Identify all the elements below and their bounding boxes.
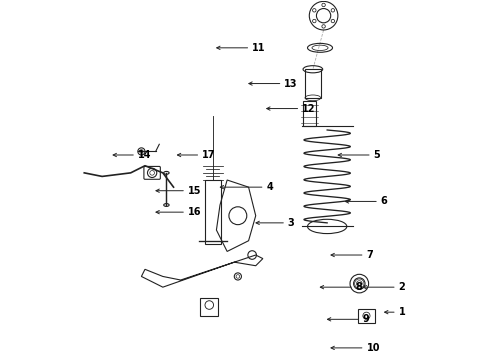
Bar bbox=[200, 298, 218, 316]
Bar bbox=[205, 180, 220, 244]
Text: 9: 9 bbox=[363, 314, 369, 324]
Bar bbox=[305, 69, 321, 98]
Text: 4: 4 bbox=[267, 182, 273, 192]
Text: 11: 11 bbox=[252, 43, 266, 53]
Bar bbox=[358, 309, 375, 323]
Text: 1: 1 bbox=[398, 307, 405, 317]
Bar bbox=[303, 102, 316, 126]
Text: 5: 5 bbox=[373, 150, 380, 160]
Text: 17: 17 bbox=[202, 150, 216, 160]
Text: 16: 16 bbox=[188, 207, 201, 217]
Text: 2: 2 bbox=[398, 282, 405, 292]
Text: 3: 3 bbox=[288, 218, 294, 228]
Text: 8: 8 bbox=[356, 282, 363, 292]
Text: 10: 10 bbox=[367, 343, 380, 353]
Text: 13: 13 bbox=[284, 78, 298, 89]
Text: 12: 12 bbox=[302, 104, 316, 113]
Text: 15: 15 bbox=[188, 186, 201, 196]
Text: 6: 6 bbox=[381, 197, 388, 206]
Text: 7: 7 bbox=[367, 250, 373, 260]
Text: 14: 14 bbox=[138, 150, 151, 160]
